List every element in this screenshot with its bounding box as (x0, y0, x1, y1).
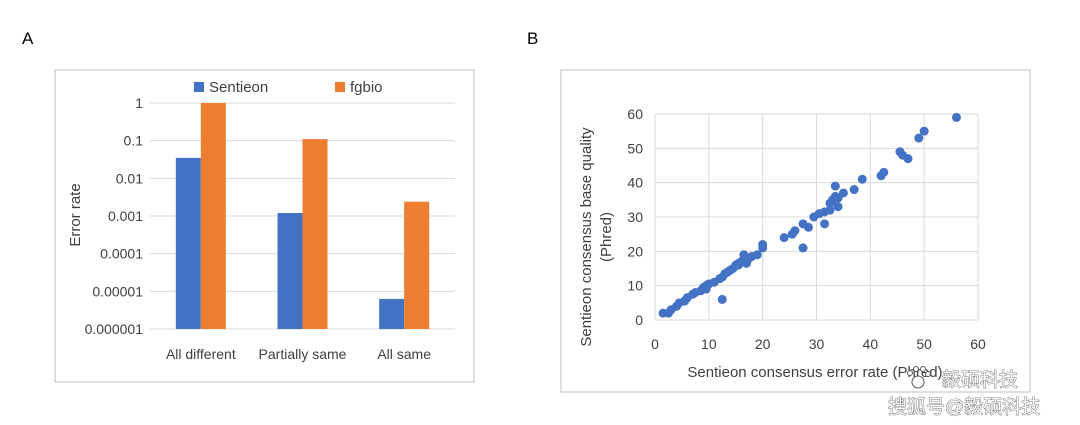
bar-y-tick-label: 0.1 (124, 133, 144, 149)
scatter-point (733, 260, 743, 270)
watermark-line2: 搜狐号@毅硕科技 (888, 396, 1040, 418)
legend-swatch-fgbio (335, 82, 345, 92)
scatter-point (779, 233, 789, 243)
bar-y-tick-label: 0.001 (108, 208, 143, 224)
watermark: 毅硕科技 搜狐号@毅硕科技 (888, 366, 1041, 418)
scatter-x-tick-label: 20 (755, 336, 771, 352)
watermark-line1: 毅硕科技 (942, 369, 1018, 391)
bar-sentieon-all-different (175, 157, 201, 329)
bar-fgbio-all-different (200, 103, 226, 329)
scatter-point (903, 154, 913, 164)
bar-y-tick-label: 0.01 (116, 170, 143, 186)
scatter-point (701, 284, 711, 294)
scatter-gridlines (654, 113, 979, 321)
scatter-y-tick-label: 0 (635, 312, 643, 328)
scatter-point (742, 258, 752, 268)
scatter-point (830, 181, 840, 191)
scatter-x-tick-label: 10 (701, 336, 717, 352)
scatter-y-tick-label: 60 (627, 106, 643, 122)
scatter-point (951, 112, 961, 122)
scatter-point (739, 250, 749, 260)
scatter-y-tick-label: 20 (627, 243, 643, 259)
scatter-point (820, 219, 830, 229)
scatter-point (717, 294, 727, 304)
bar-y-tick-labels: 1 0.1 0.01 0.001 0.0001 0.00001 0.000001 (85, 95, 144, 337)
bar-fgbio-partially-same (302, 139, 328, 329)
scatter-x-tick-label: 30 (809, 336, 825, 352)
legend-label-sentieon: Sentieon (209, 79, 268, 96)
bar-y-axis-title: Error rate (67, 183, 84, 246)
bar-chart: 1 0.1 0.01 0.001 0.0001 0.00001 0.000001 All d… (54, 69, 475, 383)
scatter-point (798, 243, 808, 253)
bar-x-tick-labels: All different Partially same All same (166, 346, 431, 362)
bar-x-tick-label: All different (166, 346, 236, 362)
legend-label-fgbio: fgbio (350, 79, 383, 96)
bar-sentieon-all-same (379, 298, 405, 329)
scatter-y-axis-title-line2: (Phred) (598, 212, 615, 262)
scatter-x-tick-label: 50 (916, 336, 932, 352)
scatter-chart: 0 10 20 30 40 50 60 0 10 20 30 40 50 60 Sentieon con… (560, 69, 1031, 393)
bar-fgbio-all-same (404, 201, 430, 329)
bar-y-tick-label: 1 (135, 95, 143, 111)
scatter-point (752, 250, 762, 260)
bar-x-tick-label: All same (377, 346, 431, 362)
panel-label-a: A (22, 29, 34, 48)
scatter-point (803, 222, 813, 232)
scatter-x-tick-labels: 0 10 20 30 40 50 60 (651, 336, 986, 352)
scatter-y-tick-labels: 0 10 20 30 40 50 60 (627, 106, 643, 328)
scatter-y-tick-label: 40 (627, 175, 643, 191)
panel-label-b: B (527, 29, 538, 48)
bar-x-tick-label: Partially same (259, 346, 347, 362)
scatter-point (758, 239, 768, 249)
bar-series (175, 103, 430, 329)
bar-y-tick-label: 0.0001 (100, 246, 143, 262)
scatter-point (790, 226, 800, 236)
scatter-points (658, 112, 961, 318)
scatter-x-tick-label: 60 (970, 336, 986, 352)
scatter-point (849, 185, 859, 195)
scatter-point (914, 133, 924, 143)
scatter-y-tick-label: 30 (627, 209, 643, 225)
scatter-x-axis-title: Sentieon consensus error rate (Phred) (687, 364, 942, 381)
legend-swatch-sentieon (194, 82, 204, 92)
scatter-y-tick-label: 10 (627, 278, 643, 294)
scatter-y-axis-title-line1: Sentieon consensus base quality (578, 127, 595, 347)
scatter-x-tick-label: 40 (863, 336, 879, 352)
scatter-point (879, 167, 889, 177)
scatter-x-tick-label: 0 (651, 336, 659, 352)
watermark-paw-icon (907, 366, 931, 389)
scatter-point (825, 205, 835, 215)
scatter-point (857, 174, 867, 184)
bar-sentieon-partially-same (277, 213, 303, 329)
bar-legend: Sentieon fgbio (194, 79, 383, 96)
bar-y-tick-label: 0.000001 (85, 321, 144, 337)
scatter-point (919, 126, 929, 136)
bar-y-tick-label: 0.00001 (92, 283, 143, 299)
scatter-point (838, 188, 848, 198)
scatter-y-tick-label: 50 (627, 140, 643, 156)
scatter-point (833, 202, 843, 212)
